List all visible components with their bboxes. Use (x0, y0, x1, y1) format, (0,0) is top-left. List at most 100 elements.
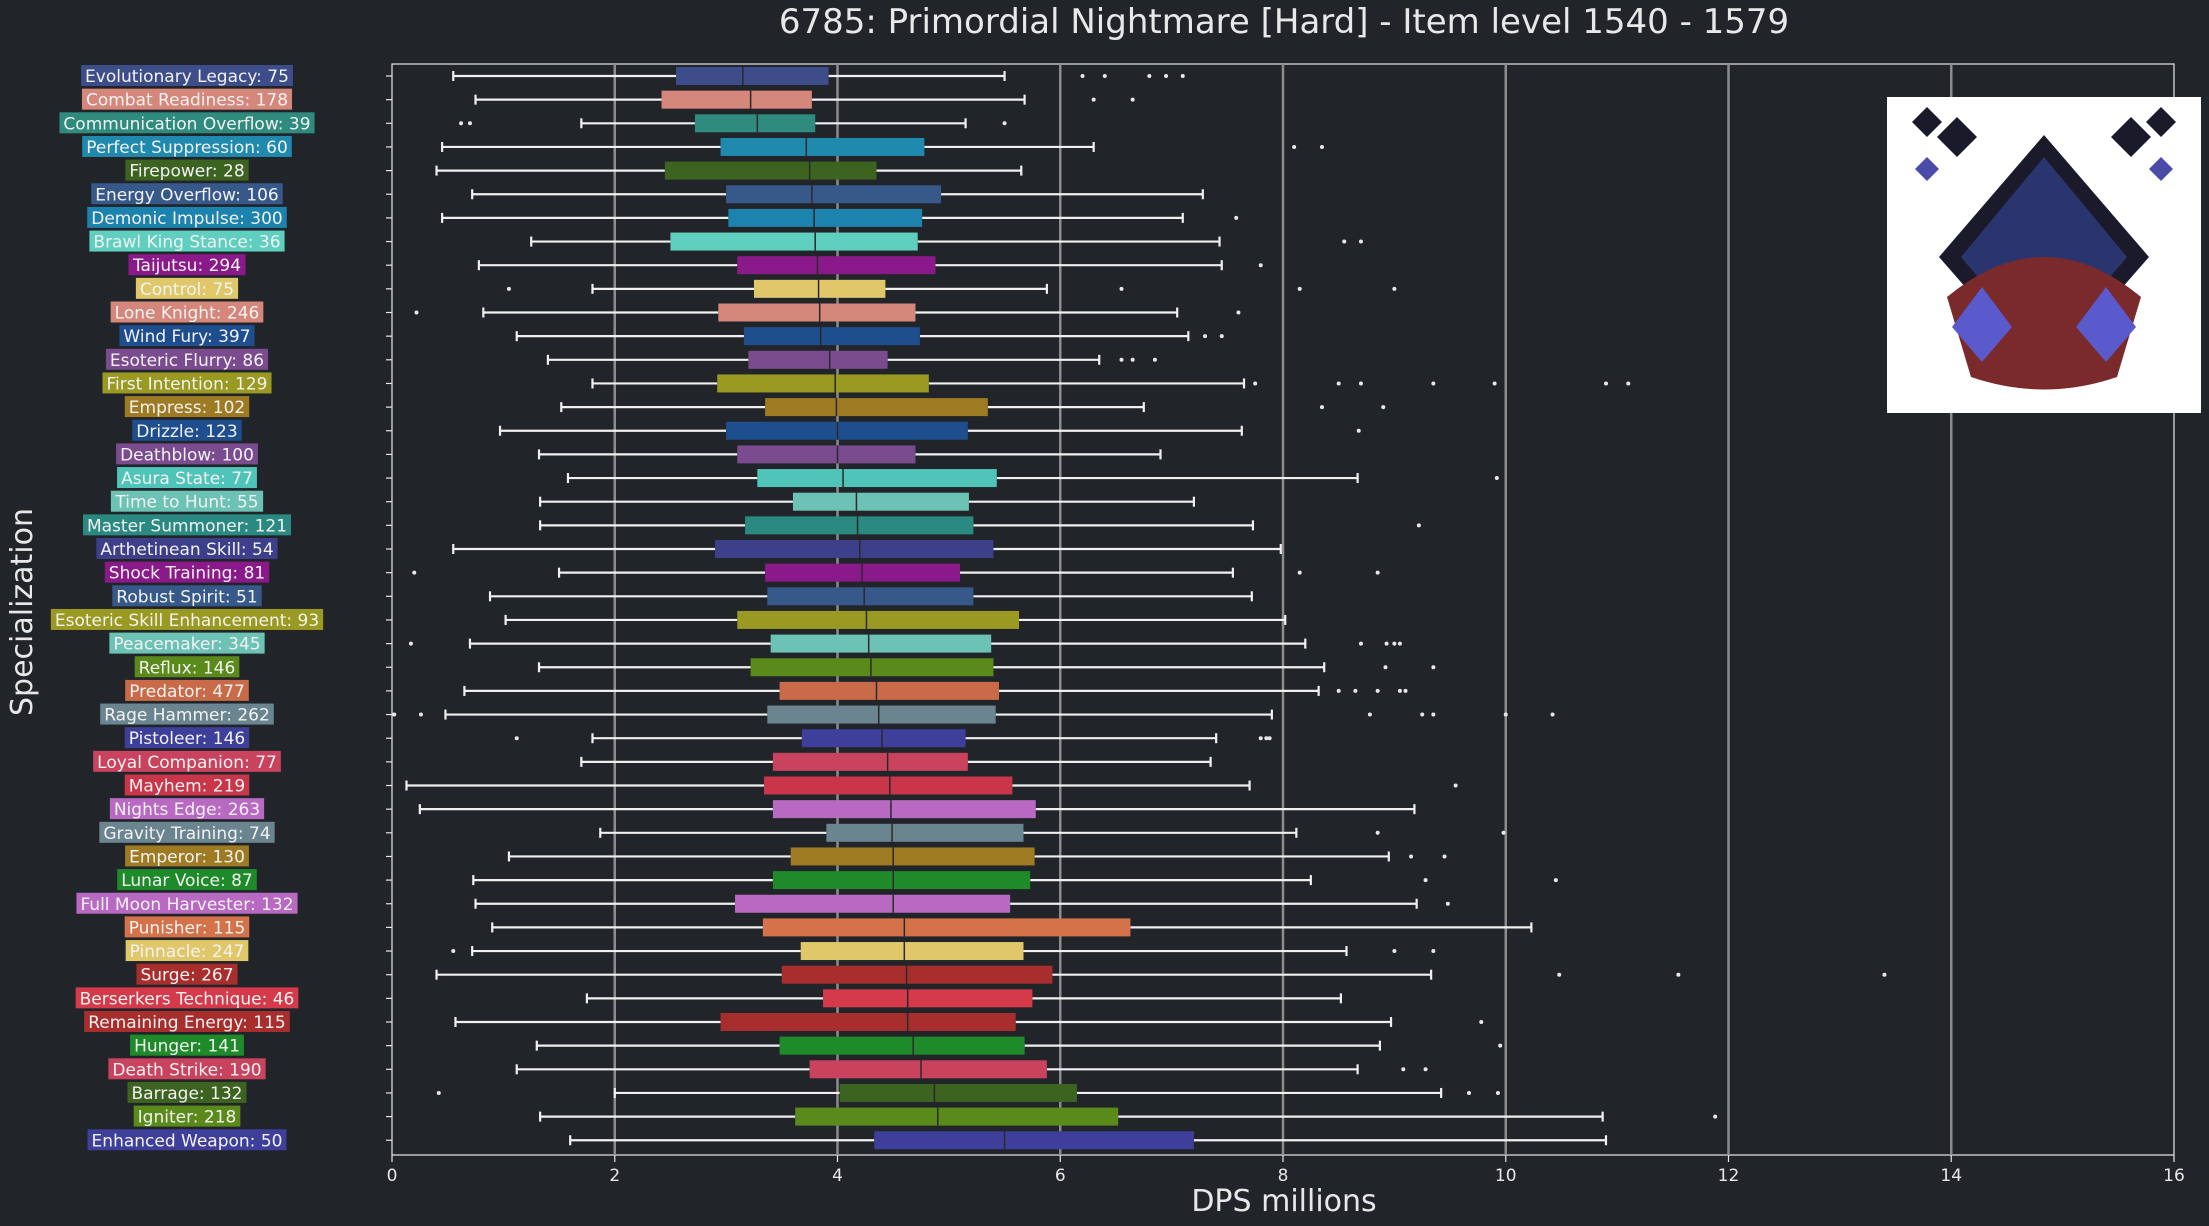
outlier-point (1353, 688, 1358, 693)
y-tick-label: Time to Hunt: 55 (114, 493, 258, 513)
y-tick-label: Mayhem: 219 (129, 777, 246, 797)
outlier-point (1130, 357, 1135, 362)
y-tick-label: Pistoleer: 146 (129, 729, 245, 749)
outlier-point (1492, 381, 1497, 386)
outlier-point (1466, 1090, 1471, 1095)
x-tick-label: 12 (1718, 1166, 1740, 1186)
outlier-point (414, 310, 419, 315)
outlier-point (1503, 712, 1508, 717)
outlier-point (1375, 570, 1380, 575)
y-tick-label-background (82, 135, 292, 157)
y-tick-label-background (91, 183, 283, 205)
outlier-point (1203, 334, 1208, 339)
box (781, 965, 1053, 984)
box (767, 705, 996, 724)
y-tick-label-background (81, 88, 293, 110)
y-tick-label: Surge: 267 (140, 966, 233, 986)
outlier-point (1375, 688, 1380, 693)
y-tick-label: Punisher: 115 (129, 918, 246, 938)
box (779, 681, 999, 700)
outlier-point (1319, 405, 1324, 410)
y-tick-label: Combat Readiness: 178 (86, 91, 288, 111)
y-tick-label: Taijutsu: 294 (132, 256, 241, 276)
y-tick-label-background (128, 254, 246, 276)
outlier-point (1392, 286, 1397, 291)
y-tick-label-background (134, 656, 240, 678)
box (743, 327, 920, 346)
box (737, 610, 1020, 629)
y-tick-label-background (82, 514, 292, 536)
y-tick-label-background (117, 467, 257, 489)
y-tick-label: Barrage: 132 (131, 1084, 242, 1104)
box (676, 67, 829, 85)
outlier-point (459, 121, 464, 126)
y-tick-label: Wind Fury: 397 (123, 327, 250, 347)
y-tick-label-background (136, 963, 238, 985)
y-tick-label-background (76, 892, 298, 914)
outlier-point (1420, 712, 1425, 717)
outlier-point (1164, 74, 1169, 78)
outlier-point (514, 736, 519, 741)
y-tick-label: Evolutionary Legacy: 75 (85, 67, 289, 87)
outlier-point (1495, 1090, 1500, 1095)
outlier-point (1358, 641, 1363, 646)
y-tick-label-background (119, 325, 255, 347)
outlier-point (1403, 688, 1408, 693)
y-axis-label: Specialization (5, 508, 40, 716)
y-tick-label: Brawl King Stance: 36 (93, 233, 280, 253)
outlier-point (1431, 665, 1436, 670)
x-tick-label: 4 (832, 1166, 843, 1186)
y-tick-label-background (87, 1129, 287, 1151)
y-tick-label: Control: 75 (140, 280, 234, 300)
outlier-point (1442, 854, 1447, 859)
outlier-point (1342, 239, 1347, 244)
y-tick-label: Energy Overflow: 106 (95, 185, 278, 205)
y-tick-label: Master Summoner: 121 (87, 516, 287, 536)
y-tick-label: Remaining Energy: 115 (88, 1013, 286, 1033)
y-tick-label-background (100, 703, 274, 725)
box (726, 421, 968, 440)
outlier-point (1102, 74, 1107, 78)
box (839, 1083, 1077, 1102)
outlier-point (1219, 334, 1224, 339)
y-tick-label-background (87, 206, 287, 228)
y-tick-label-background (75, 987, 299, 1009)
y-tick-label-background (116, 443, 258, 465)
outlier-point (1626, 381, 1631, 386)
outlier-point (1445, 901, 1450, 906)
y-tick-label-background (108, 1058, 266, 1080)
y-tick-label: Death Strike: 190 (112, 1060, 261, 1080)
box (795, 1107, 1119, 1126)
box (792, 492, 969, 511)
outlier-point (1236, 310, 1241, 315)
y-tick-label-background (130, 1034, 244, 1056)
box (770, 634, 992, 653)
y-tick-label: Peacemaker: 345 (113, 635, 260, 655)
y-tick-label-background (93, 750, 281, 772)
outlier-point (1358, 381, 1363, 386)
y-tick-label-background (125, 940, 249, 962)
outlier-point (1397, 641, 1402, 646)
box (750, 658, 994, 677)
outlier-point (1297, 570, 1302, 575)
y-tick-label-background (109, 632, 265, 654)
x-tick-label: 8 (1278, 1166, 1289, 1186)
box (772, 752, 968, 771)
box (728, 208, 923, 227)
y-tick-label-background (112, 585, 262, 607)
y-tick-label: Hunger: 141 (134, 1037, 240, 1057)
outlier-point (1453, 783, 1458, 788)
outlier-point (1409, 854, 1414, 859)
box (737, 445, 916, 464)
y-tick-label: Drizzle: 123 (136, 422, 237, 442)
outlier-point (1264, 736, 1269, 741)
outlier-point (1550, 712, 1555, 717)
y-tick-label: Empress: 102 (129, 398, 245, 418)
y-tick-label-background (117, 869, 257, 891)
x-tick-label: 0 (387, 1166, 398, 1186)
box (726, 185, 942, 204)
outlier-point (1882, 972, 1887, 977)
outlier-point (1381, 405, 1386, 410)
outlier-point (1423, 878, 1428, 883)
plot-area: 0 2 4 6 8 10 12 14 16 Evolutionary Legacy: 75 Comb… (50, 63, 2185, 1186)
